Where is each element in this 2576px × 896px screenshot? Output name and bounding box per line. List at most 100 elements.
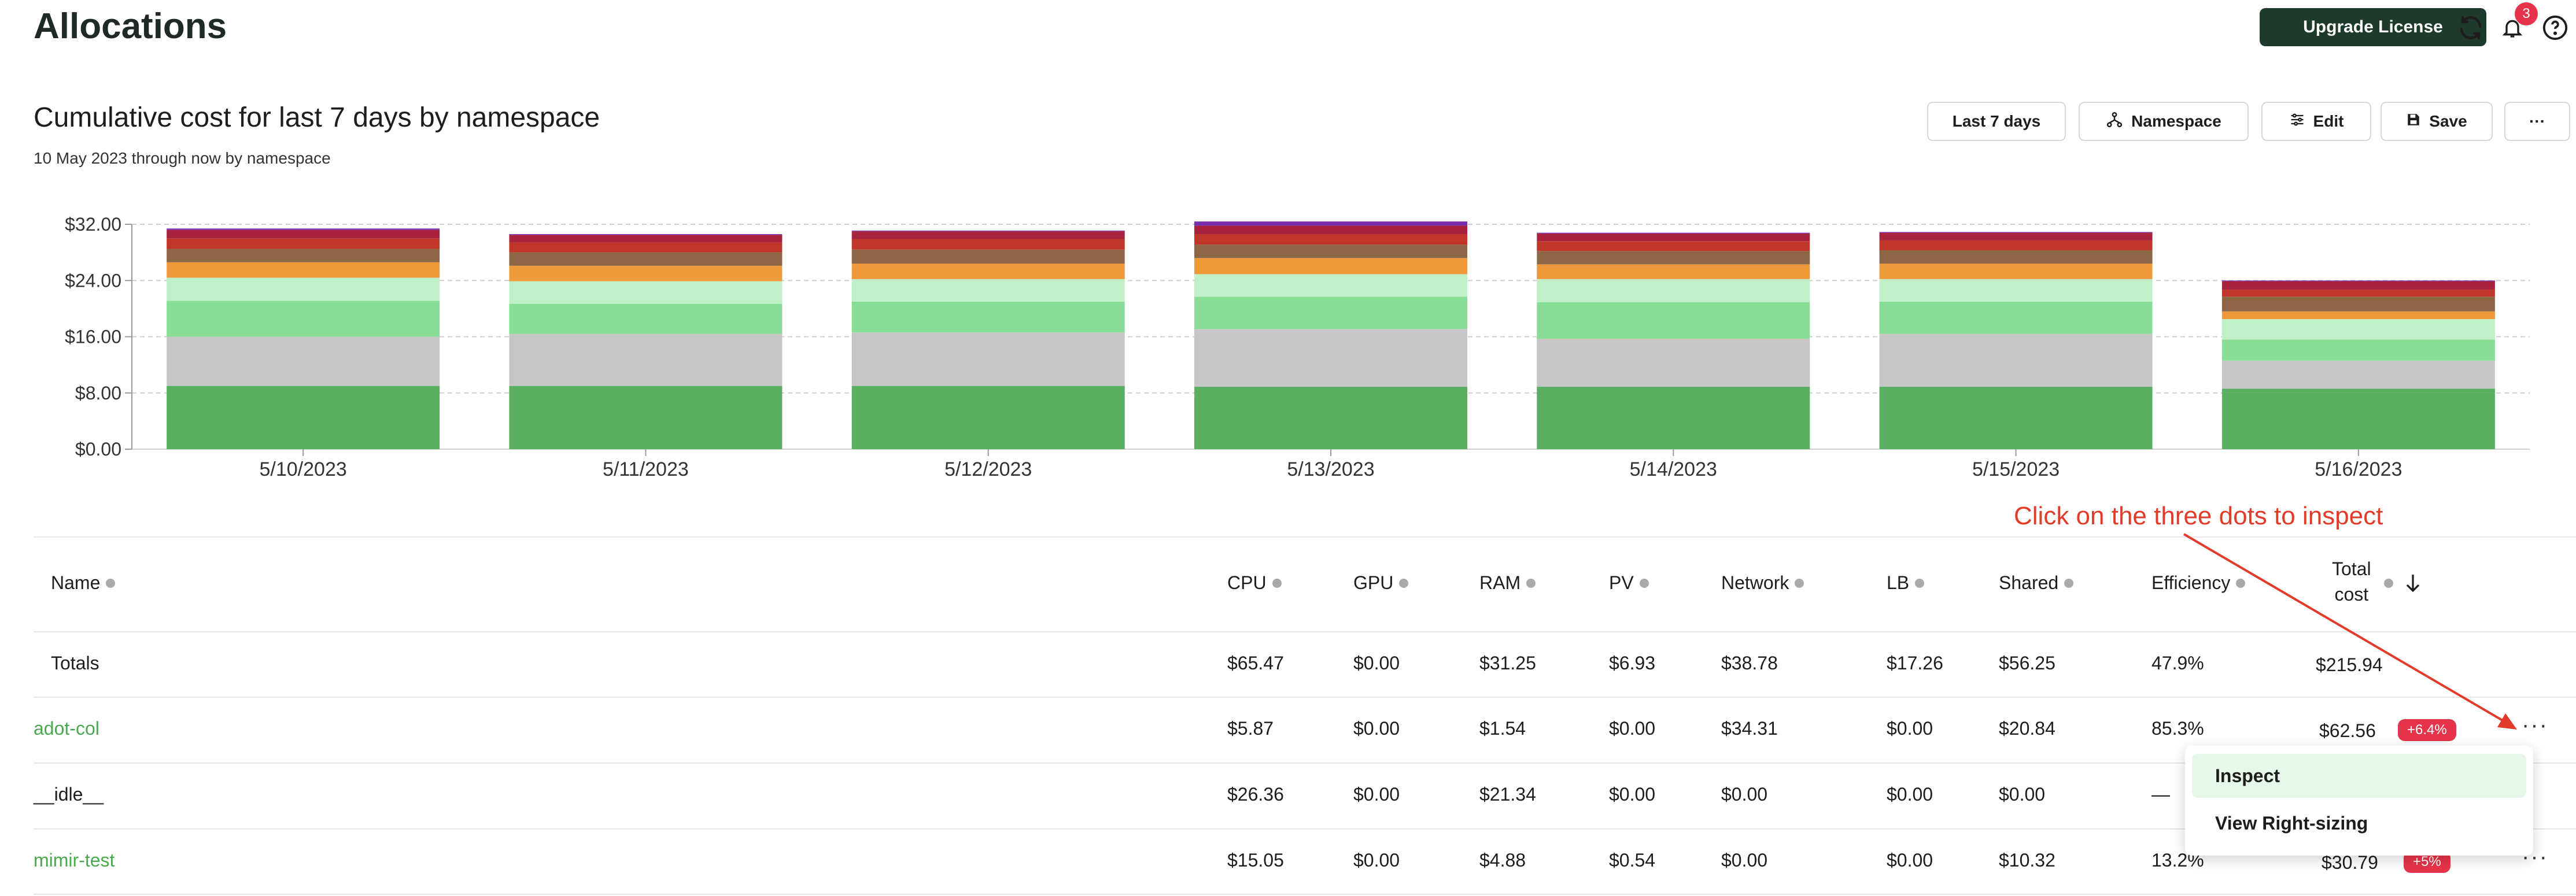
bar-segment[interactable]: [2221, 297, 2495, 312]
bar-segment[interactable]: [509, 386, 783, 449]
bar-segment[interactable]: [1194, 297, 1467, 329]
bar-segment[interactable]: [1194, 258, 1467, 275]
bar-segment[interactable]: [167, 249, 440, 262]
help-icon[interactable]: [2540, 13, 2570, 43]
save-button[interactable]: Save: [2381, 102, 2493, 141]
bar-segment[interactable]: [1537, 251, 1810, 265]
bar-segment[interactable]: [1537, 339, 1810, 387]
menu-item-view-right-sizing[interactable]: View Right-sizing: [2215, 812, 2368, 834]
totals-name: Totals: [51, 653, 99, 673]
bar-segment[interactable]: [1194, 234, 1467, 245]
bar-segment[interactable]: [1537, 264, 1810, 279]
bar-segment[interactable]: [167, 386, 440, 449]
bar-segment[interactable]: [509, 234, 783, 235]
date-range-button[interactable]: Last 7 days: [1927, 102, 2066, 141]
bar-segment[interactable]: [1879, 334, 2153, 387]
bar-segment[interactable]: [1879, 279, 2153, 302]
column-header-name[interactable]: Name: [51, 572, 116, 594]
bar-segment[interactable]: [2221, 311, 2495, 320]
bar-segment[interactable]: [851, 279, 1125, 302]
bar-segment[interactable]: [1537, 302, 1810, 339]
column-header-lb[interactable]: LB: [1887, 572, 1925, 594]
totals-ram: $31.25: [1479, 653, 1536, 673]
column-header-shared[interactable]: Shared: [1999, 572, 2074, 594]
bar-segment[interactable]: [509, 303, 783, 334]
page-title: Allocations: [34, 6, 227, 46]
bar-segment[interactable]: [509, 265, 783, 282]
column-header-ram[interactable]: RAM: [1479, 572, 1536, 594]
bar-segment[interactable]: [1194, 225, 1467, 235]
edit-button[interactable]: Edit: [2261, 102, 2371, 141]
bar-segment[interactable]: [167, 229, 440, 239]
bar-segment[interactable]: [2221, 281, 2495, 290]
save-label: Save: [2429, 112, 2467, 130]
bar-segment[interactable]: [1879, 250, 2153, 264]
bar-segment[interactable]: [1879, 232, 2153, 240]
bar-segment[interactable]: [509, 281, 783, 304]
column-header-efficiency[interactable]: Efficiency: [2151, 572, 2246, 594]
bar-segment[interactable]: [509, 242, 783, 253]
bar-segment[interactable]: [851, 301, 1125, 333]
bar-segment[interactable]: [851, 386, 1125, 449]
column-header-cpu[interactable]: CPU: [1227, 572, 1282, 594]
bar-segment[interactable]: [167, 336, 440, 386]
bar-segment[interactable]: [1537, 233, 1810, 242]
bar-segment[interactable]: [851, 264, 1125, 279]
bar-segment[interactable]: [2221, 360, 2495, 389]
bar-segment[interactable]: [851, 231, 1125, 239]
column-header-pv-label: PV: [1609, 572, 1634, 593]
info-icon: [2236, 578, 2246, 588]
menu-item-inspect[interactable]: Inspect: [2192, 754, 2526, 798]
column-header-pv[interactable]: PV: [1609, 572, 1649, 594]
bar-segment[interactable]: [167, 228, 440, 230]
bar-segment[interactable]: [2221, 319, 2495, 340]
bar-segment[interactable]: [1879, 264, 2153, 279]
info-icon: [2384, 579, 2393, 588]
more-options-button[interactable]: ···: [2504, 102, 2570, 141]
bar-segment[interactable]: [2221, 290, 2495, 297]
column-header-network[interactable]: Network: [1721, 572, 1804, 594]
bar-segment[interactable]: [167, 277, 440, 301]
bar-segment[interactable]: [1194, 274, 1467, 297]
bar-segment[interactable]: [1194, 245, 1467, 258]
bar-segment[interactable]: [1879, 301, 2153, 334]
x-tick-label: 5/10/2023: [260, 458, 347, 480]
bar-segment[interactable]: [509, 334, 783, 386]
bar-segment[interactable]: [1537, 232, 1810, 234]
row-actions-button[interactable]: ···: [2522, 712, 2548, 738]
column-header-total-cost[interactable]: Total cost: [2332, 556, 2371, 607]
bar-segment[interactable]: [1879, 386, 2153, 449]
bar-segment[interactable]: [1194, 329, 1467, 387]
bar-segment[interactable]: [1194, 386, 1467, 449]
upgrade-license-button[interactable]: Upgrade License: [2260, 8, 2486, 46]
row-lb: $0.00: [1887, 718, 1933, 739]
bar-segment[interactable]: [1879, 240, 2153, 250]
y-tick-label: $16.00: [65, 327, 121, 347]
column-header-gpu[interactable]: GPU: [1353, 572, 1409, 594]
bar-segment[interactable]: [851, 249, 1125, 264]
bar-segment[interactable]: [2221, 388, 2495, 449]
bar-segment[interactable]: [509, 252, 783, 266]
bar-segment[interactable]: [509, 235, 783, 243]
info-icon: [1399, 578, 1409, 588]
row-name-link[interactable]: adot-col: [34, 718, 99, 739]
bar-segment[interactable]: [851, 239, 1125, 250]
refresh-icon[interactable]: [2455, 12, 2487, 44]
info-icon: [106, 578, 116, 588]
bar-segment[interactable]: [1537, 279, 1810, 302]
info-icon: [1526, 578, 1536, 588]
bar-segment[interactable]: [1537, 241, 1810, 251]
sort-descending-icon[interactable]: [2405, 572, 2421, 596]
sliders-icon: [2289, 112, 2305, 132]
bar-segment[interactable]: [1194, 221, 1467, 226]
row-name-link[interactable]: mimir-test: [34, 850, 115, 871]
bar-segment[interactable]: [1537, 386, 1810, 449]
bar-segment[interactable]: [167, 301, 440, 337]
bar-segment[interactable]: [2221, 339, 2495, 361]
bar-segment[interactable]: [851, 332, 1125, 386]
bell-icon[interactable]: [2497, 13, 2527, 43]
bar-segment[interactable]: [167, 262, 440, 278]
aggregate-by-button[interactable]: Namespace: [2079, 102, 2249, 141]
bar-segment[interactable]: [167, 238, 440, 249]
bar-segment[interactable]: [2221, 280, 2495, 282]
